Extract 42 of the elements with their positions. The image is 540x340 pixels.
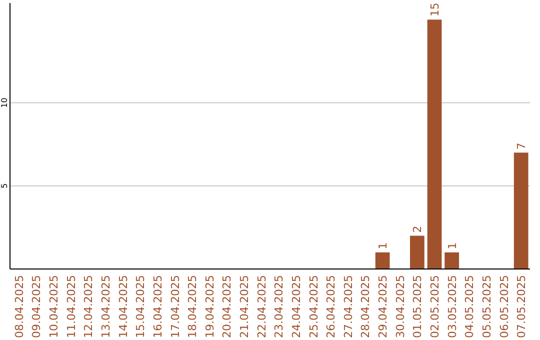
- data-label: 7: [515, 142, 528, 150]
- x-tick-label: 24.04.2025: [290, 275, 303, 338]
- x-tick-label: 23.04.2025: [272, 275, 286, 338]
- x-tick-label: 13.04.2025: [100, 275, 112, 338]
- x-tick-label: 05.05.2025: [480, 275, 494, 338]
- x-tick-label: 26.04.2025: [324, 275, 338, 338]
- x-tick-label: 19.04.2025: [203, 275, 216, 338]
- x-tick-label: 08.04.2025: [12, 275, 26, 338]
- data-label: 2: [411, 226, 424, 233]
- x-tick-label: 28.04.2025: [359, 275, 372, 338]
- x-tick-label: 03.05.2025: [446, 275, 459, 338]
- data-label: 15: [428, 2, 442, 17]
- x-tick-label: 21.04.2025: [238, 275, 252, 338]
- bar: [427, 20, 442, 269]
- y-tick-label: 5: [0, 183, 9, 188]
- x-tick-label: 25.04.2025: [307, 275, 320, 338]
- x-tick-label: 06.05.2025: [498, 275, 511, 338]
- x-tick-label: 17.04.2025: [168, 275, 182, 338]
- x-tick-label: 12.04.2025: [82, 275, 96, 338]
- data-label: 1: [376, 242, 390, 250]
- x-tick-label: 27.04.2025: [342, 275, 355, 338]
- x-tick-label: 11.04.2025: [64, 275, 78, 338]
- x-tick-label: 22.04.2025: [255, 275, 268, 338]
- x-tick-label: 18.04.2025: [186, 275, 200, 338]
- bar: [514, 152, 528, 269]
- x-tick-label: 01.05.2025: [411, 275, 424, 338]
- x-tick-label: 29.04.2025: [376, 275, 390, 338]
- x-tick-label: 30.04.2025: [394, 275, 407, 338]
- x-tick-label: 04.05.2025: [463, 275, 476, 338]
- x-tick-label: 16.04.2025: [151, 275, 164, 338]
- bar: [410, 236, 424, 269]
- x-tick-label: 10.04.2025: [48, 275, 61, 338]
- x-tick-label: 20.04.2025: [220, 275, 234, 338]
- x-tick-label: 15.04.2025: [134, 275, 148, 338]
- x-tick-label: 14.04.2025: [116, 275, 130, 338]
- x-tick-label: 02.05.2025: [428, 275, 442, 338]
- bar: [375, 252, 390, 269]
- x-tick-label: 09.04.2025: [30, 275, 44, 338]
- y-tick-label: 10: [0, 98, 9, 108]
- bar: [444, 252, 460, 269]
- x-tick-label: 07.05.2025: [515, 275, 528, 338]
- data-label: 1: [446, 242, 459, 250]
